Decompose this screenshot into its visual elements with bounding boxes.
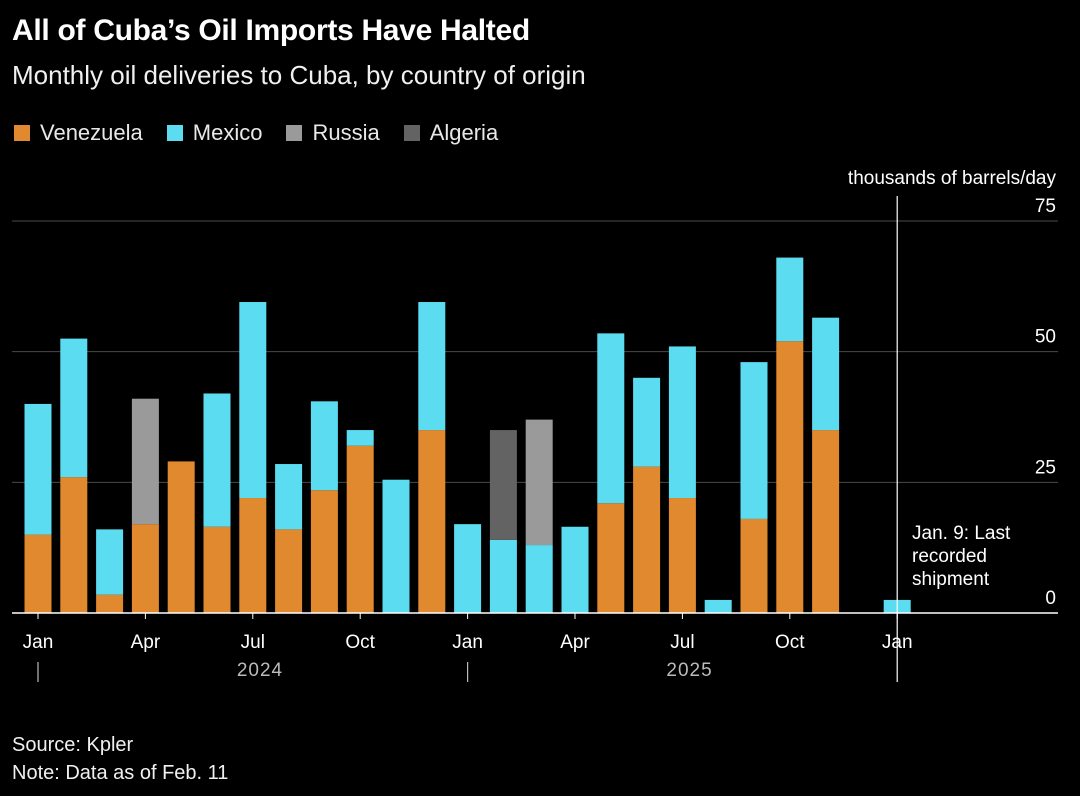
y-tick-label-0: 0 — [1045, 588, 1056, 609]
data-note: Note: Data as of Feb. 11 — [12, 762, 229, 784]
bar-mexico-jun-2024 — [203, 393, 231, 527]
x-tick-label-9: Oct — [345, 632, 375, 653]
bar-russia-apr-2024 — [131, 398, 159, 525]
bar-venezuela-may-2024 — [167, 461, 195, 613]
legend-item-algeria: Algeria — [403, 120, 499, 146]
legend-item-mexico: Mexico — [166, 120, 263, 146]
bar-mexico-jan-2024 — [24, 403, 52, 535]
bar-mexico-jul-2024 — [239, 302, 267, 499]
year-label-2024: 2024 — [237, 660, 283, 681]
bar-venezuela-apr-2024 — [131, 524, 159, 613]
y-tick-label-25: 25 — [1035, 457, 1056, 478]
bar-venezuela-sep-2024 — [310, 490, 338, 613]
bar-venezuela-jul-2025 — [668, 498, 696, 613]
legend-label-mexico: Mexico — [192, 120, 263, 145]
bar-venezuela-jan-2024 — [24, 534, 52, 613]
legend: Venezuela Mexico Russia Algeria — [14, 120, 498, 146]
x-tick-label-3: Apr — [131, 632, 161, 653]
bar-venezuela-jun-2025 — [633, 466, 661, 613]
bar-mexico-nov-2024 — [382, 479, 410, 613]
bar-mexico-mar-2025 — [525, 545, 553, 613]
legend-label-russia: Russia — [312, 120, 380, 145]
bar-mexico-aug-2024 — [275, 464, 303, 530]
x-tick-label-15: Apr — [560, 632, 590, 653]
bar-mexico-sep-2024 — [310, 401, 338, 491]
annotation-line-3: shipment — [912, 569, 990, 590]
annotation-line-1: Jan. 9: Last — [912, 523, 1011, 544]
x-tick-label-6: Jul — [241, 632, 265, 653]
bar-mexico-oct-2025 — [776, 257, 804, 342]
bar-mexico-jan-2025 — [454, 524, 482, 613]
x-tick-label-18: Jul — [670, 632, 694, 653]
annotation-line-2: recorded — [912, 546, 987, 567]
legend-swatch-algeria — [403, 125, 420, 141]
bar-mexico-nov-2025 — [812, 317, 840, 431]
bar-mexico-dec-2024 — [418, 302, 446, 431]
x-tick-label-12: Jan — [452, 632, 483, 653]
bar-venezuela-oct-2025 — [776, 341, 804, 613]
legend-label-venezuela: Venezuela — [40, 120, 143, 145]
legend-item-russia: Russia — [286, 120, 380, 146]
bar-russia-mar-2025 — [525, 419, 553, 546]
y-axis-label: thousands of barrels/day — [848, 168, 1057, 189]
bar-mexico-may-2025 — [597, 333, 625, 504]
bar-mexico-jul-2025 — [668, 346, 696, 499]
bar-venezuela-jun-2024 — [203, 526, 231, 613]
bar-venezuela-sep-2025 — [740, 518, 768, 613]
bar-venezuela-feb-2024 — [60, 477, 88, 613]
bar-algeria-feb-2025 — [489, 430, 517, 540]
bar-mexico-oct-2024 — [346, 430, 374, 446]
bar-mexico-apr-2025 — [561, 526, 589, 613]
bar-mexico-mar-2024 — [96, 529, 124, 595]
legend-item-venezuela: Venezuela — [14, 120, 143, 146]
legend-label-algeria: Algeria — [429, 120, 499, 145]
legend-swatch-venezuela — [14, 125, 30, 141]
bar-venezuela-jul-2024 — [239, 498, 267, 613]
x-tick-label-0: Jan — [23, 632, 54, 653]
bar-venezuela-oct-2024 — [346, 445, 374, 613]
bar-mexico-feb-2025 — [489, 539, 517, 613]
bar-mexico-jun-2025 — [633, 377, 661, 467]
year-label-2025: 2025 — [666, 660, 712, 681]
y-tick-label-75: 75 — [1035, 196, 1056, 217]
legend-swatch-mexico — [166, 125, 183, 141]
bar-mexico-sep-2025 — [740, 362, 768, 519]
y-tick-label-50: 50 — [1035, 327, 1056, 348]
bar-venezuela-mar-2024 — [96, 594, 124, 613]
x-tick-label-24: Jan — [882, 632, 913, 653]
legend-swatch-russia — [286, 125, 303, 141]
bar-venezuela-nov-2025 — [812, 430, 840, 613]
bar-venezuela-dec-2024 — [418, 430, 446, 613]
bar-venezuela-may-2025 — [597, 503, 625, 613]
bar-mexico-aug-2025 — [704, 599, 732, 613]
x-tick-label-21: Oct — [775, 632, 805, 653]
chart-title: All of Cuba’s Oil Imports Have Halted — [12, 14, 530, 47]
bar-venezuela-aug-2024 — [275, 529, 303, 613]
bar-mexico-feb-2024 — [60, 338, 88, 478]
source-note: Source: Kpler — [12, 734, 134, 756]
chart-subtitle: Monthly oil deliveries to Cuba, by count… — [12, 60, 586, 90]
annotation-text: Jan. 9: Last recorded shipment — [912, 523, 1011, 590]
